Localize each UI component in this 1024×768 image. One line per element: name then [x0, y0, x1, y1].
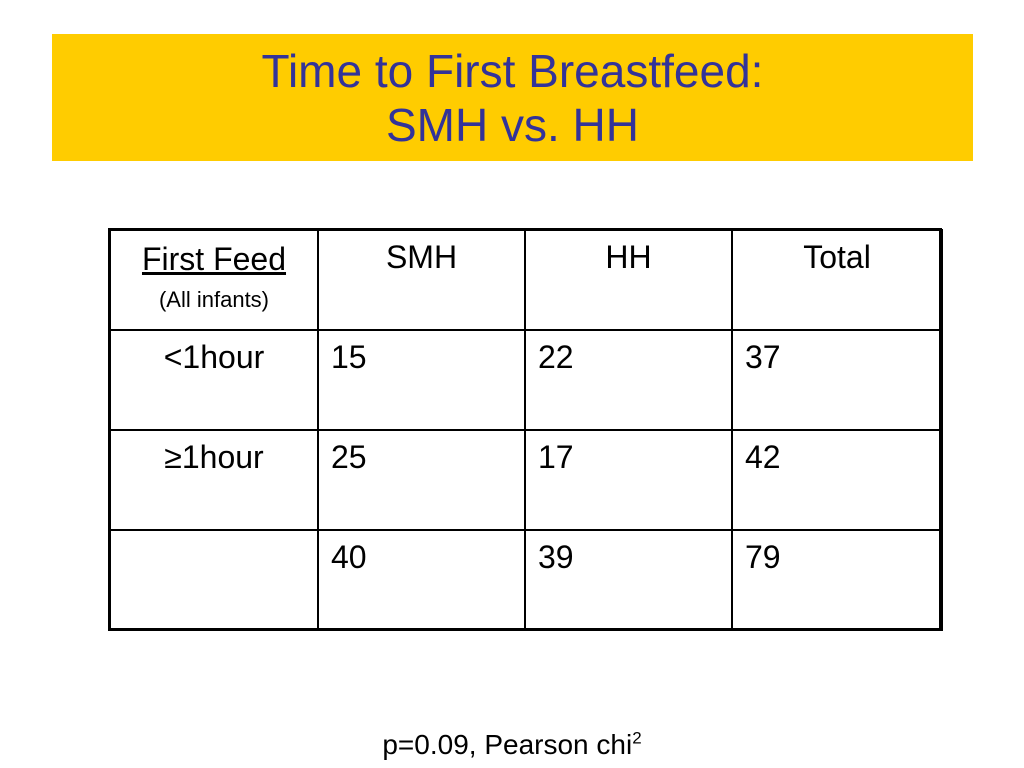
footnote-text: p=0.09, Pearson chi: [382, 729, 633, 760]
table-header-row: First Feed (All infants) SMH HH Total: [109, 229, 943, 331]
table-cell: 22: [524, 329, 733, 431]
table-row: ≥1hour 25 17 42: [109, 429, 943, 531]
table-row-totals: 40 39 79: [109, 529, 943, 631]
title-banner: Time to First Breastfeed: SMH vs. HH: [52, 34, 973, 161]
header-cell-hh: HH: [524, 229, 733, 331]
table-cell: 17: [524, 429, 733, 531]
table-cell: 79: [731, 529, 943, 631]
breastfeed-table: First Feed (All infants) SMH HH Total <1…: [109, 229, 943, 631]
footnote: p=0.09, Pearson chi2: [0, 728, 1024, 762]
table-cell: 15: [317, 329, 526, 431]
first-feed-label: First Feed: [141, 241, 287, 277]
table-cell: 40: [317, 529, 526, 631]
footnote-superscript: 2: [632, 728, 642, 748]
row-label: <1hour: [109, 329, 319, 431]
slide-title-line-1: Time to First Breastfeed:: [261, 44, 764, 97]
first-feed-sublabel: (All infants): [158, 287, 270, 312]
table-cell: 25: [317, 429, 526, 531]
row-label: [109, 529, 319, 631]
table-cell: 42: [731, 429, 943, 531]
header-cell-smh: SMH: [317, 229, 526, 331]
row-label: ≥1hour: [109, 429, 319, 531]
slide-title-line-2: SMH vs. HH: [386, 98, 639, 151]
table-cell: 37: [731, 329, 943, 431]
table-row: <1hour 15 22 37: [109, 329, 943, 431]
table-cell: 39: [524, 529, 733, 631]
header-cell-first-feed: First Feed (All infants): [109, 229, 319, 331]
header-cell-total: Total: [731, 229, 943, 331]
